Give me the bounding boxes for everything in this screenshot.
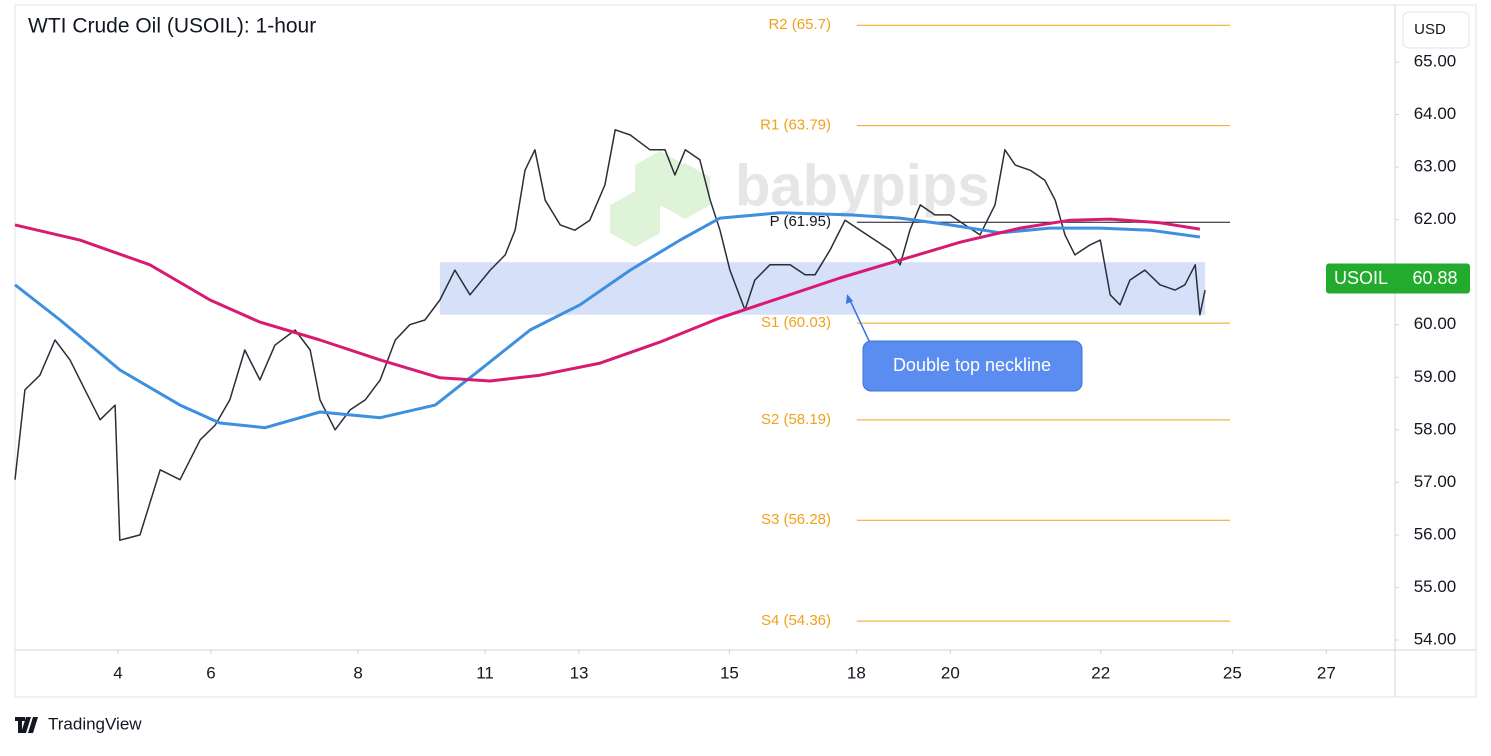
annotation: Double top neckline: [893, 355, 1051, 375]
y-tick-label: 59.00: [1414, 367, 1457, 386]
frame: [14, 4, 1477, 698]
pivot-label: S4 (54.36): [761, 612, 831, 629]
x-tick-label: 11: [476, 663, 494, 682]
x-tick-label: 25: [1223, 663, 1242, 682]
footer: TradingView: [48, 714, 142, 733]
pivot-label: R2 (65.7): [768, 16, 831, 33]
y-tick-label: 60.00: [1414, 314, 1457, 333]
y-tick-label: 58.00: [1414, 419, 1457, 438]
chart-title: WTI Crude Oil (USOIL): 1-hour: [28, 15, 316, 38]
last-price-name: USOIL: [1334, 268, 1388, 288]
x-tick-label: 4: [113, 663, 122, 682]
y-tick-label: 65.00: [1414, 51, 1457, 70]
plot: babypips R2 (65.7) R1 (63.79) P (61.95) S1 (…: [14, 16, 1231, 629]
y-tick-label: 55.00: [1414, 577, 1457, 596]
y-tick-label: 64.00: [1414, 104, 1457, 123]
x-tick-label: 18: [847, 663, 866, 682]
support-zone: [439, 262, 1206, 315]
y-tick-label: 56.00: [1414, 524, 1457, 543]
currency: USD: [1414, 21, 1446, 38]
tv-logo: [15, 717, 38, 733]
last-price-box: [1326, 263, 1470, 294]
y-tick-label: 63.00: [1414, 157, 1457, 176]
pivot-label: S2 (58.19): [761, 411, 831, 428]
footer-logo: [15, 717, 38, 733]
currency-box: [1402, 11, 1470, 49]
x-tick-label: 27: [1317, 663, 1336, 682]
pivot-label: R1 (63.79): [760, 117, 831, 134]
x-tick-label: 8: [353, 663, 362, 682]
annotation-box: [862, 340, 1083, 392]
annotation-arrowhead: [846, 294, 853, 304]
x-tick-label: 13: [570, 663, 589, 682]
y-tick-label: 62.00: [1414, 209, 1457, 228]
watermark: babypips: [735, 153, 990, 218]
y-tick-label: 54.00: [1414, 630, 1457, 649]
x-tick-label: 6: [206, 663, 215, 682]
watermark-logo: [610, 151, 710, 247]
pivot-label: P (61.95): [770, 213, 831, 230]
y-tick-label: 57.00: [1414, 472, 1457, 491]
pivot-label: S3 (56.28): [761, 511, 831, 528]
pivot-label: S1 (60.03): [761, 314, 831, 331]
x-tick-label: 15: [720, 663, 739, 682]
x-tick-label: 22: [1091, 663, 1110, 682]
x-tick-label: 20: [941, 663, 960, 682]
price-line: [14, 129, 1206, 541]
annotation-arrow: [848, 297, 871, 344]
last-price-value: 60.88: [1412, 268, 1457, 288]
moving-average: [14, 217, 1201, 383]
